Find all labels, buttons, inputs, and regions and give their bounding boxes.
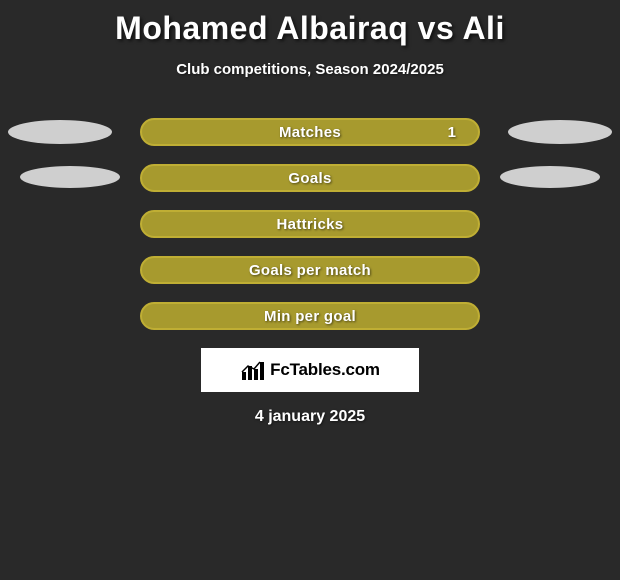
fctables-logo: FcTables.com: [201, 348, 419, 392]
page-title: Mohamed Albairaq vs Ali: [0, 0, 620, 47]
stat-label: Goals per match: [249, 262, 371, 279]
stat-pill-goals-per-match: Goals per match: [140, 256, 480, 284]
stat-row: Goals: [0, 164, 620, 192]
stat-label: Matches: [279, 124, 341, 141]
stat-value-right: 1: [448, 124, 456, 141]
stat-pill-goals: Goals: [140, 164, 480, 192]
stat-pill-matches: Matches 1: [140, 118, 480, 146]
stat-label: Min per goal: [264, 308, 356, 325]
stat-row: Goals per match: [0, 256, 620, 284]
bar-chart-icon: [240, 358, 266, 382]
stat-row: Matches 1: [0, 118, 620, 146]
right-bubble-icon: [500, 166, 600, 188]
logo-text: FcTables.com: [270, 360, 380, 380]
stat-row: Hattricks: [0, 210, 620, 238]
stat-label: Hattricks: [277, 216, 344, 233]
stat-pill-min-per-goal: Min per goal: [140, 302, 480, 330]
left-bubble-icon: [8, 120, 112, 144]
stat-row: Min per goal: [0, 302, 620, 330]
stat-pill-hattricks: Hattricks: [140, 210, 480, 238]
right-bubble-icon: [508, 120, 612, 144]
page-subtitle: Club competitions, Season 2024/2025: [0, 61, 620, 78]
date-label: 4 january 2025: [0, 408, 620, 426]
stat-label: Goals: [288, 170, 331, 187]
left-bubble-icon: [20, 166, 120, 188]
comparison-rows: Matches 1 Goals Hattricks Goals per matc…: [0, 118, 620, 330]
